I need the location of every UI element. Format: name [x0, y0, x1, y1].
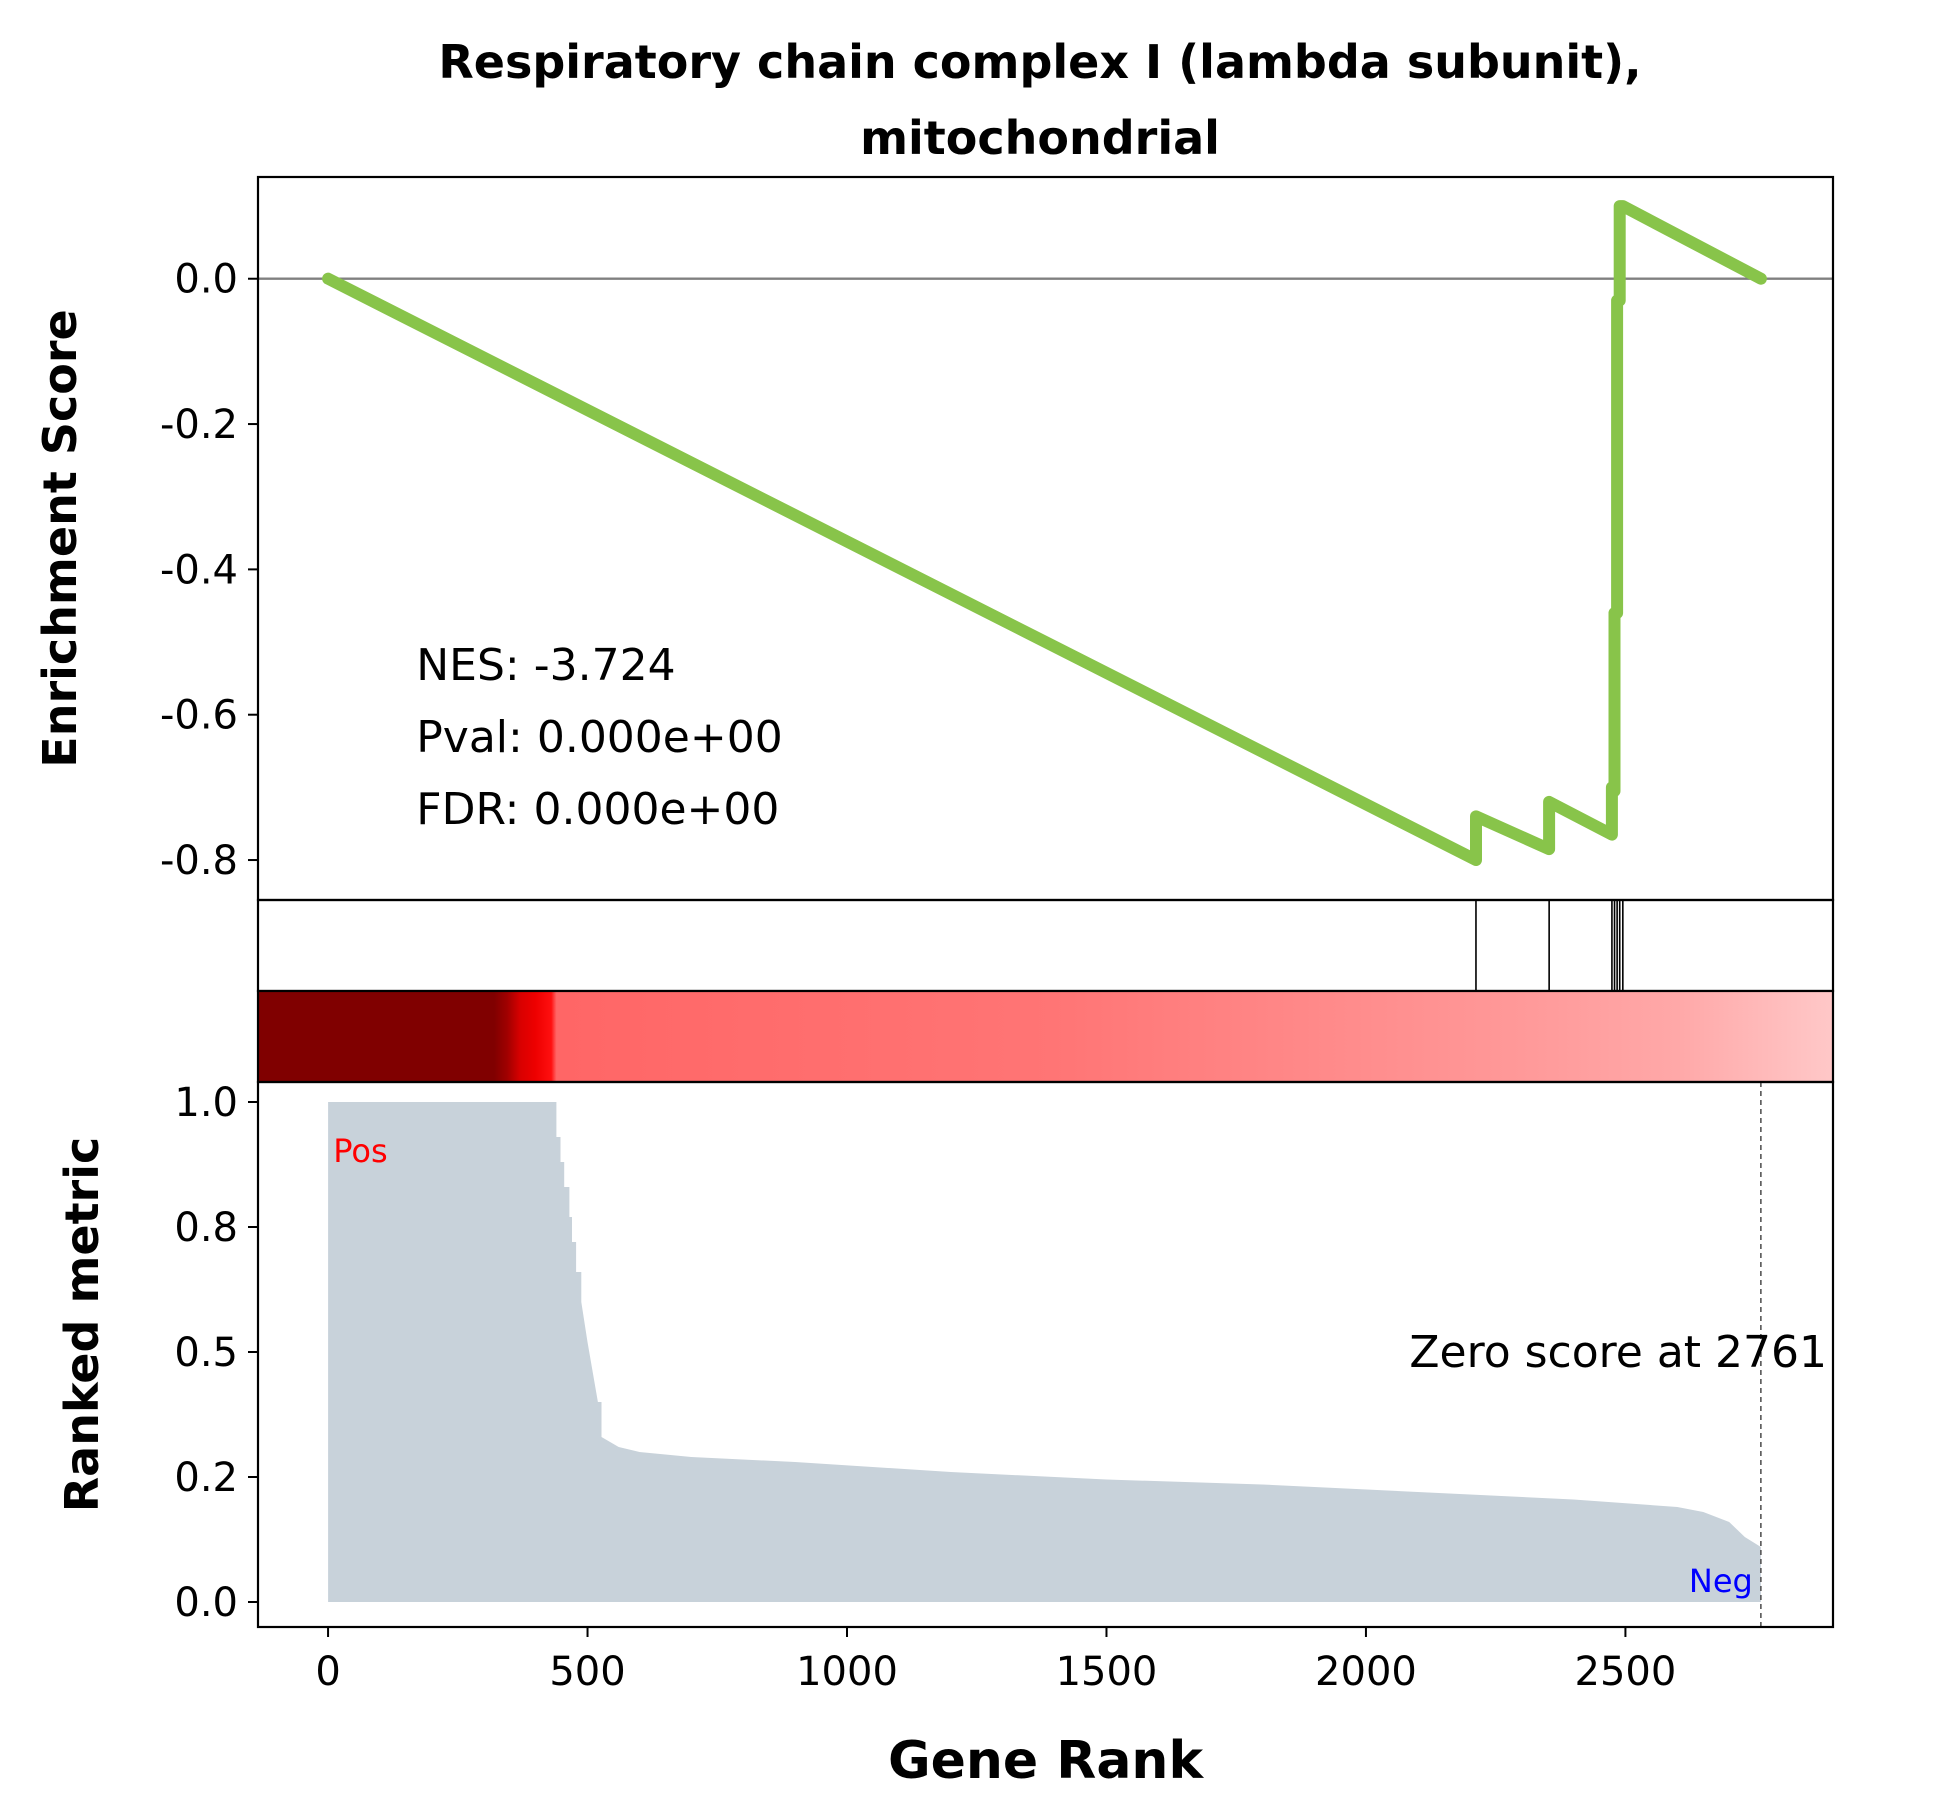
- es-ytick-label: -0.6: [160, 693, 238, 739]
- es-ytick-label: 0.0: [174, 257, 238, 303]
- xtick-label: 2500: [1575, 1649, 1677, 1695]
- es-ytick-label: -0.2: [160, 402, 238, 448]
- metric-ytick-label: 1.0: [174, 1080, 238, 1126]
- rank-color-bar: [256, 989, 1835, 1084]
- ranked-metric-area: [328, 1102, 1761, 1602]
- xtick-label: 1000: [796, 1649, 898, 1695]
- x-axis-label: Gene Rank: [888, 1731, 1204, 1791]
- metric-ytick-label: 0.8: [174, 1205, 238, 1251]
- metric-ytick-label: 0.2: [174, 1455, 238, 1501]
- xtick-label: 2000: [1315, 1649, 1417, 1695]
- pos-label: Pos: [333, 1132, 387, 1170]
- fdr-stat: FDR: 0.000e+00: [416, 784, 779, 835]
- xtick-label: 500: [549, 1649, 625, 1695]
- es-axis-label: Enrichment Score: [33, 309, 87, 767]
- hits-panel-frame: [256, 898, 1835, 993]
- metric-ytick-label: 0.5: [174, 1330, 238, 1376]
- xtick-label: 1500: [1056, 1649, 1158, 1695]
- enrichment-score-panel: 0.0 -0.2 -0.4 -0.6 -0.8 NES: -3.724 Pval: 0.…: [33, 175, 1835, 902]
- running-es-line: [322, 200, 1767, 866]
- metric-ytick-label: 0.0: [174, 1580, 238, 1626]
- gene-hits-panel: [256, 898, 1835, 993]
- es-ytick-label: -0.8: [160, 838, 238, 884]
- nes-stat: NES: -3.724: [416, 640, 675, 691]
- metric-axis-label: Ranked metric: [55, 1137, 109, 1513]
- neg-label: Neg: [1689, 1562, 1753, 1600]
- zero-score-annotation: Zero score at 2761: [1409, 1327, 1827, 1378]
- rank-color-gradient: [258, 991, 1833, 1082]
- xtick-label: 0: [315, 1649, 340, 1695]
- chart-title-line-1: Respiratory chain complex I (lambda subu…: [438, 35, 1641, 89]
- pval-stat: Pval: 0.000e+00: [416, 712, 782, 763]
- es-ytick-label: -0.4: [160, 547, 238, 593]
- metric-panel-frame: [256, 1080, 1835, 1629]
- chart-title-line-2: mitochondrial: [860, 111, 1220, 165]
- ranked-metric-panel: Pos Neg Zero score at 2761 0.0 0.2 0.5 0.8 1…: [55, 1080, 1835, 1695]
